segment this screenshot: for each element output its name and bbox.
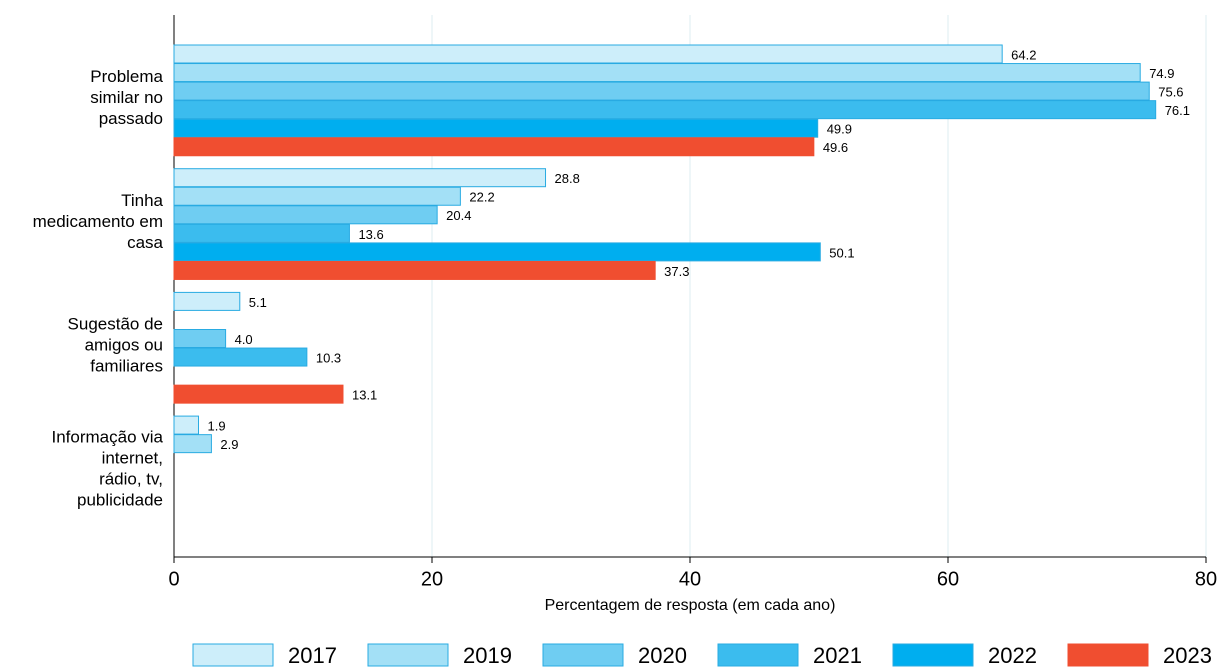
bar [173,291,241,311]
value-label: 28.8 [555,171,580,186]
value-label: 64.2 [1011,47,1036,62]
y-tick-label: Tinha [121,191,163,210]
legend-label: 2020 [638,643,687,667]
bar [173,100,1157,120]
value-label: 50.1 [829,245,854,260]
x-tick-label: 40 [679,568,701,590]
bar [173,434,212,454]
legend-label: 2023 [1163,643,1212,667]
bar [173,329,227,348]
legend-swatch [367,643,449,667]
x-tick-label: 80 [1195,568,1217,590]
y-tick-label: medicamento em [33,212,163,231]
value-label: 1.9 [208,419,226,434]
y-tick-label: casa [127,233,163,252]
bar [173,81,1150,101]
legend-swatch [717,643,799,667]
value-label: 4.0 [235,332,253,347]
legend-label: 2017 [288,643,337,667]
x-tick-label: 0 [168,568,179,590]
legend-swatch [1067,643,1149,667]
value-label: 74.9 [1149,66,1174,81]
x-tick-label: 20 [421,568,443,590]
y-tick-label: similar no [90,88,163,107]
bar [173,384,344,404]
value-label: 20.4 [446,208,471,223]
value-label: 49.6 [823,140,848,155]
value-label: 2.9 [220,437,238,452]
legend-swatch [542,643,624,667]
value-label: 10.3 [316,350,341,365]
value-label: 22.2 [469,190,494,205]
value-label: 37.3 [664,264,689,279]
value-label: 5.1 [249,295,267,310]
y-tick-label: Problema [90,67,163,86]
bar [173,44,1003,64]
bar [173,63,1141,83]
bar [173,347,308,367]
value-label: 13.6 [358,227,383,242]
bar [173,205,438,225]
y-tick-label: amigos ou [85,336,163,355]
bar [173,186,461,206]
bar [173,242,821,262]
y-tick-label: passado [99,109,163,128]
y-tick-label: Informação via [52,428,164,447]
value-label: 75.6 [1158,85,1183,100]
value-label: 49.9 [827,122,852,137]
legend-label: 2022 [988,643,1037,667]
bar [173,137,815,157]
bar [173,118,819,138]
y-tick-label: Sugestão de [68,315,163,334]
legend-label: 2019 [463,643,512,667]
legend-swatch [892,643,974,667]
value-label: 13.1 [352,388,377,403]
value-label: 76.1 [1165,103,1190,118]
legend-label: 2021 [813,643,862,667]
y-tick-label: rádio, tv, [99,470,163,489]
bar [173,168,547,188]
y-tick-label: familiares [90,357,163,376]
bar [173,223,350,243]
bar [173,260,656,280]
y-tick-label: internet, [102,449,163,468]
bar [173,415,200,435]
legend-swatch [192,643,274,667]
x-axis-title: Percentagem de resposta (em cada ano) [545,597,836,614]
y-tick-label: publicidade [77,491,163,510]
x-tick-label: 60 [937,568,959,590]
